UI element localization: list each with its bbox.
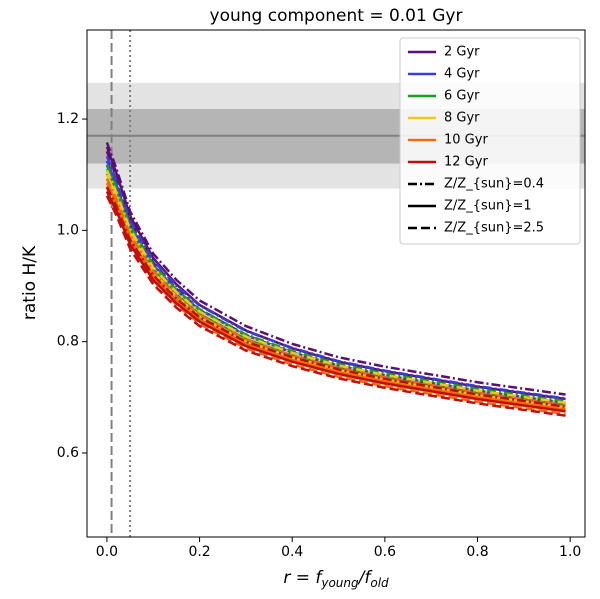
series-line <box>105 182 566 411</box>
y-tick-label: 1.2 <box>57 111 79 127</box>
x-tick-label: 0.0 <box>96 544 118 560</box>
x-tick-label: 0.8 <box>466 544 488 560</box>
x-tick-label: 0.6 <box>374 544 396 560</box>
legend-box <box>399 37 581 245</box>
legend-label: Z/Z_{sun}=0.4 <box>444 177 544 192</box>
legend-label: 6 Gyr <box>444 89 480 104</box>
series-line <box>105 190 566 413</box>
series-line <box>105 195 566 417</box>
y-tick-label: 1.0 <box>57 222 79 238</box>
plot-frame <box>86 29 586 538</box>
legend: 2 Gyr 4 Gyr 6 Gyr 8 Gyr 10 Gyr 12 Gyr Z/Z_{sun… <box>399 37 581 245</box>
series-line <box>105 169 566 405</box>
legend-label: 10 Gyr <box>444 133 488 148</box>
legend-label: 2 Gyr <box>444 45 480 60</box>
legend-label: 4 Gyr <box>444 67 480 82</box>
y-tick-label: 0.6 <box>57 445 79 461</box>
legend-label: Z/Z_{sun}=2.5 <box>444 221 544 236</box>
x-tick-label: 0.2 <box>188 544 210 560</box>
series-line <box>105 186 566 409</box>
series-line <box>105 178 566 407</box>
y-tick-label: 0.8 <box>57 334 79 350</box>
legend-label: 8 Gyr <box>444 111 480 126</box>
series-line <box>105 155 566 400</box>
x-tick-label: 1.0 <box>559 544 581 560</box>
series-line <box>105 164 566 403</box>
x-tick-label: 0.4 <box>281 544 303 560</box>
legend-label: Z/Z_{sun}=1 <box>444 199 532 214</box>
chart-title: young component = 0.01 Gyr <box>210 6 463 26</box>
x-axis-label: r = fyoung/fold <box>283 568 389 590</box>
legend-label: 12 Gyr <box>444 155 488 170</box>
y-axis-label: ratio H/K <box>20 245 40 320</box>
